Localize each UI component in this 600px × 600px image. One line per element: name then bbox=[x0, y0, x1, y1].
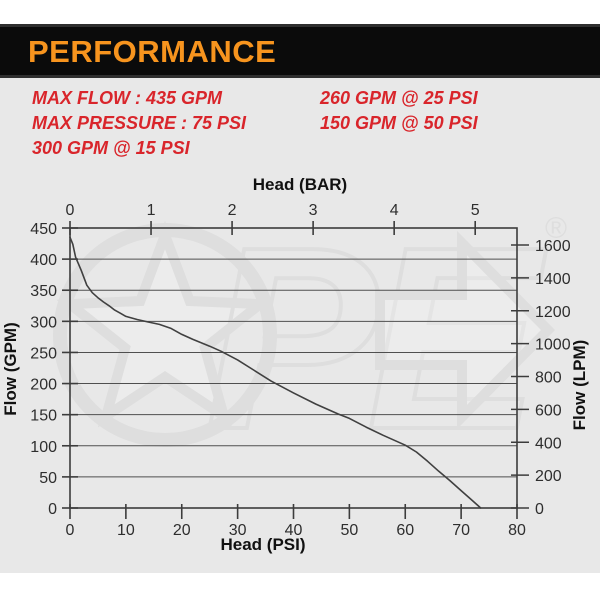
header-bar: PERFORMANCE bbox=[0, 24, 600, 78]
spec-max-flow: MAX FLOW : 435 GPM bbox=[32, 88, 223, 108]
spec-flow-at-15psi: 300 GPM @ 15 PSI bbox=[32, 138, 190, 158]
spec-max-pressure: MAX PRESSURE : 75 PSI bbox=[32, 113, 247, 133]
spec-flow-at-25psi: 260 GPM @ 25 PSI bbox=[320, 88, 478, 108]
page-title: PERFORMANCE bbox=[28, 33, 277, 69]
spec-flow-at-50psi: 150 GPM @ 50 PSI bbox=[320, 113, 478, 133]
specs-column-right: 260 GPM @ 25 PSI 150 GPM @ 50 PSI bbox=[320, 86, 478, 136]
specs-column-left: MAX FLOW : 435 GPM MAX PRESSURE : 75 PSI… bbox=[32, 86, 246, 161]
